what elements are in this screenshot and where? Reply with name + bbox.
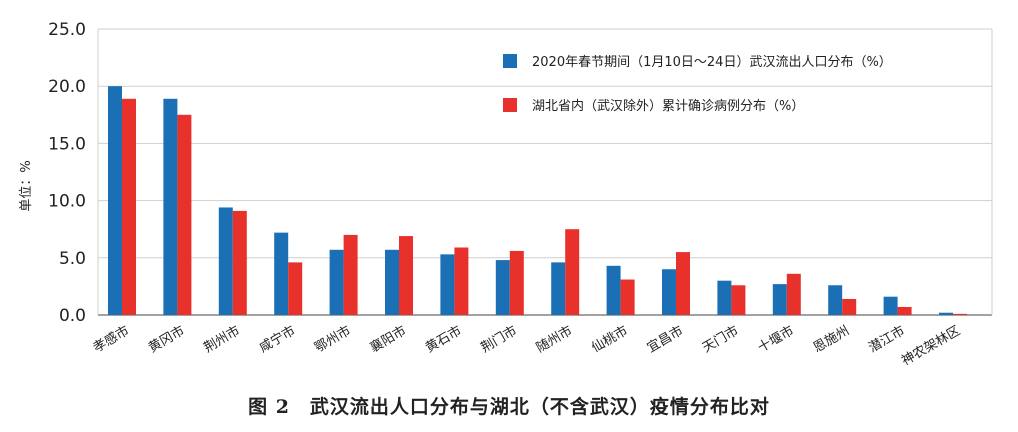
bar-outflow [274, 232, 289, 315]
bar-outflow [772, 284, 787, 315]
bar-outflow [163, 98, 178, 315]
bar-outflow [440, 254, 455, 315]
bar-cases [620, 279, 635, 315]
bar-outflow [883, 296, 898, 315]
legend-label: 2020年春节期间（1月10日～24日）武汉流出人口分布（%） [532, 55, 892, 70]
bar-cases [288, 262, 303, 315]
bar-cases [565, 229, 580, 315]
bar-cases [232, 210, 247, 315]
y-tick-label: 10.0 [48, 192, 86, 212]
x-tick-label: 黄石市 [423, 323, 465, 356]
bar-outflow [108, 86, 122, 315]
bar-outflow [606, 265, 621, 315]
x-tick-label: 宜昌市 [644, 323, 686, 356]
bar-cases [177, 114, 192, 315]
bar-cases [509, 250, 524, 315]
bar-chart: 0.0 5.0 10.0 15.0 20.0 25.0 单位：% 孝感市 黄冈市 荆州市 咸宁市 鄂州… [19, 20, 993, 369]
y-axis-label: 单位：% [19, 160, 34, 211]
x-tick-label: 襄阳市 [367, 323, 409, 356]
x-tick-label: 荆州市 [201, 323, 243, 356]
y-tick-label: 0.0 [59, 306, 86, 326]
legend-label: 湖北省内（武汉除外）累计确诊病例分布（%） [532, 98, 804, 114]
bar-cases [731, 285, 746, 315]
bar-cases [343, 234, 358, 315]
bar-outflow [385, 249, 399, 315]
x-tick-label: 黄冈市 [146, 323, 188, 356]
bar-outflow [218, 207, 233, 315]
x-tick-label: 鄂州市 [312, 323, 354, 356]
bar-outflow [495, 260, 510, 315]
bar-cases [953, 313, 967, 315]
bar-outflow [662, 269, 676, 315]
bar-cases [897, 306, 912, 315]
x-tick-label: 十堰市 [755, 323, 797, 356]
bar-outflow [939, 312, 953, 315]
x-tick-label: 神农架林区 [899, 323, 963, 368]
x-tick-label: 孝感市 [90, 323, 132, 356]
y-tick-label: 25.0 [48, 20, 86, 40]
bar-cases [786, 273, 801, 315]
y-tick-label: 5.0 [59, 249, 86, 269]
figure-caption: 图 2 武汉流出人口分布与湖北（不含武汉）疫情分布比对 [248, 396, 770, 418]
x-tick-label: 咸宁市 [256, 323, 298, 356]
bar-outflow [329, 249, 344, 315]
bar-cases [122, 98, 136, 315]
legend-swatch [503, 98, 517, 112]
y-tick-label: 20.0 [48, 77, 86, 97]
bar-cases [399, 236, 413, 315]
bar-cases [842, 298, 857, 315]
x-tick-label: 荆门市 [478, 323, 520, 356]
bar-cases [454, 247, 469, 315]
x-tick-label: 随州市 [533, 323, 575, 356]
y-tick-label: 15.0 [48, 134, 86, 154]
x-tick-label: 潜江市 [866, 323, 908, 356]
bar-outflow [551, 262, 566, 315]
x-tick-label: 仙桃市 [589, 323, 631, 356]
bar-outflow [717, 280, 732, 315]
x-tick-label: 恩施州 [811, 323, 852, 355]
x-tick-label: 天门市 [700, 323, 742, 356]
bar-cases [676, 252, 690, 315]
bar-outflow [828, 285, 843, 315]
legend-swatch [503, 54, 517, 68]
